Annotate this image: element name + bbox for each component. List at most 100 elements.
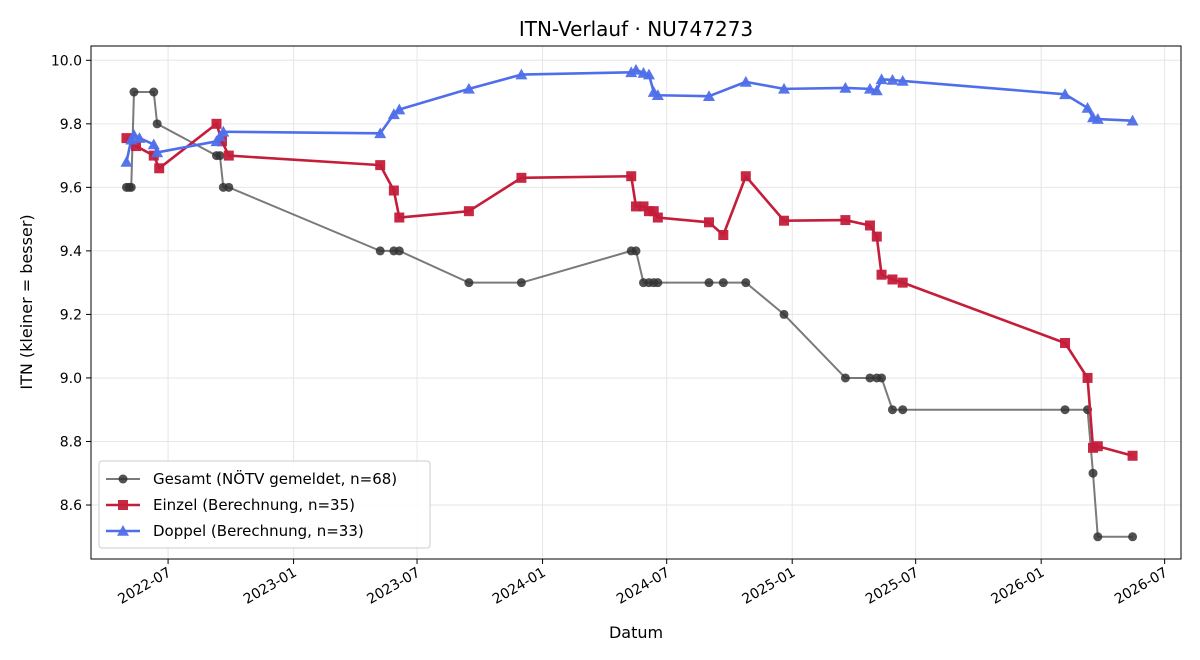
data-point [779, 215, 790, 226]
data-point [1092, 441, 1103, 452]
y-tick-label: 10.0 [51, 53, 82, 69]
data-point [516, 278, 526, 288]
data-point [631, 201, 641, 212]
data-point [779, 309, 789, 319]
data-point [1093, 532, 1103, 542]
data-point [394, 246, 404, 256]
data-point [840, 373, 850, 383]
legend-entry: Einzel (Berechnung, n=35) [153, 496, 355, 514]
data-point [374, 127, 387, 139]
data-point [152, 119, 162, 129]
data-point [839, 81, 852, 93]
series-square [121, 118, 1138, 461]
data-point [151, 146, 164, 158]
data-point [1088, 468, 1098, 478]
data-point [394, 212, 405, 223]
data-point [393, 103, 406, 115]
x-tick-label: 2024-01 [490, 565, 549, 608]
data-point [653, 278, 663, 288]
data-point [463, 206, 474, 217]
data-point [129, 87, 139, 97]
chart-title: ITN-Verlauf · NU747273 [519, 17, 753, 41]
data-point [778, 82, 791, 94]
data-point [147, 138, 160, 150]
x-tick-label: 2025-01 [740, 565, 799, 608]
data-point [224, 182, 234, 192]
data-point [154, 163, 165, 174]
x-tick-label: 2026-01 [989, 565, 1048, 608]
y-tick-label: 9.0 [60, 371, 82, 387]
data-point [1091, 113, 1104, 124]
legend-entry: Doppel (Berechnung, n=33) [153, 522, 364, 540]
x-tick-label: 2022-07 [115, 565, 174, 608]
data-point [516, 172, 527, 183]
data-point [375, 160, 386, 171]
data-point [1059, 88, 1072, 100]
plot-frame [90, 45, 1182, 560]
data-point [840, 215, 851, 226]
data-point [898, 405, 908, 415]
legend-box [98, 460, 431, 549]
data-point [864, 220, 875, 231]
x-tick-label: 2026-07 [1112, 565, 1171, 608]
y-axis-label: ITN (kleiner = besser) [17, 214, 36, 389]
data-point [741, 278, 751, 288]
x-axis-ticks: 2022-07 2023-01 2023-07 2024-01 2024-07 2025-… [115, 559, 1171, 608]
y-tick-label: 8.6 [60, 498, 82, 514]
data-point [648, 206, 659, 217]
y-tick-label: 9.2 [60, 307, 82, 323]
data-point [630, 63, 642, 75]
data-point [642, 68, 655, 80]
data-point [739, 75, 752, 87]
data-point [876, 269, 887, 280]
data-point [133, 132, 146, 143]
data-point [149, 87, 159, 97]
y-tick-label: 8.8 [60, 434, 82, 450]
y-axis-ticks: 8.6 8.8 9.0 9.2 9.4 9.6 9.8 10.0 [51, 53, 91, 514]
x-tick-label: 2023-01 [241, 565, 300, 608]
data-point [462, 82, 475, 94]
data-point [718, 230, 729, 240]
data-point [1060, 405, 1070, 415]
data-point [217, 125, 230, 137]
series-circle [121, 87, 1138, 542]
data-point [223, 150, 234, 161]
data-point [120, 155, 133, 167]
data-point [631, 246, 641, 256]
legend-swatch-marker [118, 474, 128, 484]
data-point [1060, 338, 1071, 348]
data-point [871, 231, 882, 242]
data-point [865, 373, 875, 383]
data-point [1128, 532, 1138, 542]
data-point [887, 274, 898, 285]
data-point [121, 133, 132, 144]
data-point [626, 171, 637, 182]
data-point [703, 217, 714, 228]
data-point [211, 118, 222, 129]
y-tick-label: 9.4 [60, 244, 82, 260]
legend: Gesamt (NÖTV gemeldet, n=68) Einzel (Bere… [98, 460, 431, 549]
data-point [887, 405, 897, 415]
x-tick-label: 2025-07 [863, 565, 922, 608]
data-point [886, 73, 899, 85]
series-layer [120, 63, 1139, 542]
y-tick-label: 9.8 [60, 117, 82, 133]
data-point [1126, 114, 1139, 126]
data-point [215, 151, 225, 161]
data-point [877, 373, 887, 383]
series-triangle [120, 63, 1139, 167]
data-point [464, 278, 474, 288]
legend-entry: Gesamt (NÖTV gemeldet, n=68) [153, 469, 397, 488]
data-point [126, 182, 136, 192]
data-point [702, 90, 715, 101]
y-tick-label: 9.6 [60, 180, 82, 196]
x-tick-label: 2024-07 [614, 565, 673, 608]
data-point [875, 73, 888, 85]
data-point [718, 278, 728, 288]
data-point [870, 84, 883, 96]
data-point [1082, 372, 1093, 383]
data-point [1081, 101, 1094, 113]
data-point [896, 74, 909, 86]
x-tick-label: 2023-07 [364, 565, 423, 608]
